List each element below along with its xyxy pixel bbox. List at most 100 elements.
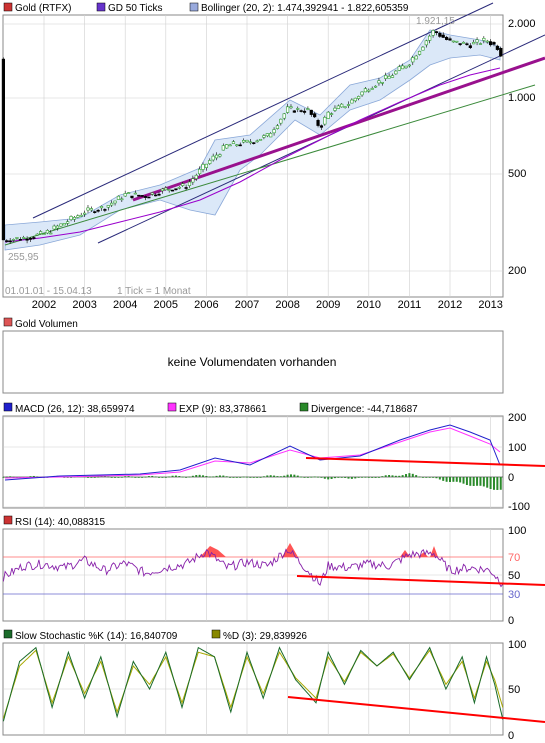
divergence-bar [350, 477, 353, 479]
price-xtick-2005: 2005 [154, 299, 178, 311]
macd-exp-line [4, 427, 501, 479]
divergence-bar [185, 476, 188, 478]
candle [160, 188, 165, 192]
candle [316, 120, 320, 126]
macd-y-ticks: 200 100 0 -100 [508, 412, 530, 513]
divergence-bar [394, 475, 397, 477]
candle [350, 99, 354, 104]
divergence-bar [459, 477, 462, 483]
divergence-bar [225, 476, 228, 478]
candle [360, 91, 364, 96]
candle [164, 187, 168, 191]
divergence-bar [120, 476, 123, 478]
divergence-bar [476, 477, 479, 486]
price-xtick-2009: 2009 [316, 299, 340, 311]
divergence-bar [266, 475, 269, 477]
divergence-bar [344, 477, 347, 478]
divergence-bar [202, 475, 205, 477]
candle [76, 215, 80, 218]
divergence-bar [181, 476, 184, 478]
candle [377, 80, 381, 84]
divergence-bar [289, 474, 292, 477]
candle [302, 110, 307, 113]
divergence-bar [293, 474, 296, 477]
candle [309, 109, 313, 115]
exp-legend-label: EXP (9): 83,378661 [179, 404, 267, 415]
candle [407, 64, 412, 67]
candle [238, 144, 242, 147]
candle [110, 202, 114, 206]
bollinger-legend-label: Bollinger (20, 2): 1.474,392941 - 1.822,… [201, 3, 409, 14]
candle [181, 183, 185, 186]
candle [384, 75, 388, 79]
divergence-bar [273, 475, 276, 477]
divergence-bar [364, 476, 367, 478]
macd-legend-swatch [3, 402, 13, 412]
candle [22, 237, 26, 239]
candle [89, 208, 93, 211]
candle [438, 32, 442, 37]
candle [296, 108, 300, 110]
divergence-bar [286, 474, 289, 477]
candle [130, 195, 134, 198]
rsi-line [2, 548, 504, 588]
candle [367, 89, 371, 92]
candle [99, 206, 104, 209]
price-xtick-2002: 2002 [32, 299, 56, 311]
candle [387, 76, 391, 79]
rsi-ytick-0: 0 [508, 615, 514, 627]
stoch-y-ticks: 100 50 0 [508, 639, 526, 742]
exp-legend-swatch [167, 402, 177, 412]
divergence-bar [9, 476, 12, 478]
candle [279, 118, 283, 124]
divergence-bar [388, 475, 391, 477]
divergence-bar [134, 477, 137, 478]
divergence-bar [127, 476, 130, 477]
macd-ytick-200: 200 [508, 412, 526, 424]
divergence-bar [195, 475, 198, 477]
candle [499, 47, 503, 57]
candle [333, 107, 337, 111]
stoch-ytick-0: 0 [508, 730, 514, 742]
candle [411, 57, 415, 63]
divergence-bar [425, 477, 428, 478]
price-ytick-500: 500 [508, 168, 526, 180]
candle [394, 70, 398, 75]
stoch-legend: Slow Stochastic %K (14): 16,840709 %D (3… [3, 629, 307, 642]
divergence-bar [367, 477, 370, 478]
price-xtick-2013: 2013 [478, 299, 502, 311]
candle [157, 193, 161, 196]
divergence-bar [300, 476, 303, 478]
upper-channel-line [32, 2, 494, 219]
candle [306, 108, 310, 110]
divergence-bar [465, 477, 468, 485]
candle [218, 154, 222, 157]
candle [1, 58, 5, 241]
candle [225, 144, 229, 149]
candle [434, 31, 439, 34]
divergence-bar [100, 476, 103, 477]
price-low-label: 255,95 [8, 252, 39, 263]
divergence-bar [391, 475, 394, 477]
divergence-bar [381, 476, 384, 477]
divergence-bar [151, 475, 154, 477]
divergence-bar [283, 475, 286, 477]
candle [5, 240, 9, 242]
divergence-bar [130, 476, 133, 478]
candle [424, 40, 428, 46]
candle [431, 30, 435, 36]
gd50-legend-swatch [96, 2, 106, 12]
divergence-bar [141, 477, 144, 478]
rsi-legend-label: RSI (14): 40,088315 [15, 517, 105, 528]
divergence-bar [496, 477, 499, 490]
rsi-overbought-fill [200, 543, 438, 557]
candle [401, 65, 405, 70]
candle [313, 113, 317, 118]
macd-legend-label: MACD (26, 12): 38,659974 [15, 404, 135, 415]
divergence-bar [191, 475, 194, 477]
divergence-bar [218, 475, 221, 477]
candle [448, 38, 452, 41]
candle [35, 233, 39, 236]
candle [167, 189, 171, 191]
candle [455, 40, 459, 43]
